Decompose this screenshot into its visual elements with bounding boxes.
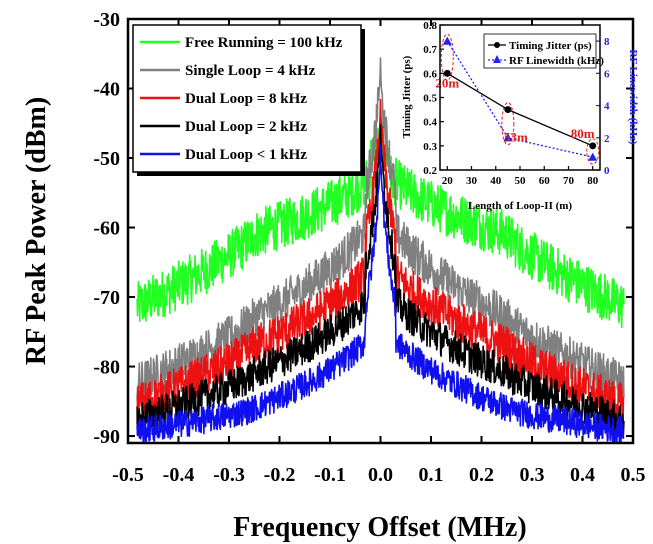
inset-y-tick-label: 0.6 xyxy=(423,68,437,80)
legend-label: Dual Loop = 2 kHz xyxy=(185,119,307,135)
main-chart: -0.5 -0.4 -0.3 -0.2 -0.1 0.0 0.1 0.2 0.3 0.4 0.5 -… xyxy=(21,9,646,543)
y-axis-ticks: -90 -80 -70 -60 -50 -40 -30 xyxy=(93,9,633,448)
inset-highlight-ellipse xyxy=(501,102,515,146)
x-tick-label: -0.3 xyxy=(213,464,245,486)
spectrum-line xyxy=(136,144,625,443)
inset-chart: 20 30 40 50 60 70 80 0.2 0.3 0.4 0.5 0.6 0.7 0.8 0 2 4 6 8… xyxy=(401,20,639,212)
y-axis-title: RF Peak Power (dBm) xyxy=(21,97,52,365)
inset-x-tick-label: 50 xyxy=(515,175,527,187)
inset-jitter-point xyxy=(443,69,451,77)
inset-jitter-point xyxy=(504,106,512,114)
spectrum-line xyxy=(136,57,625,402)
inset-y2-axis-title: RF Linewidth (kHz) xyxy=(627,50,639,145)
x-tick-label: -0.2 xyxy=(264,464,296,486)
x-tick-label: 0.4 xyxy=(570,464,595,486)
y-tick-label: -30 xyxy=(93,9,120,31)
inset-x-tick-label: 70 xyxy=(563,175,575,187)
inset-annotation: 20m xyxy=(435,75,459,90)
y-tick-label: -60 xyxy=(93,218,120,240)
inset-y2-tick-label: 4 xyxy=(604,101,610,113)
inset-x-tick-label: 20 xyxy=(442,175,454,187)
x-tick-label: -0.5 xyxy=(112,464,144,486)
inset-y2-tick-label: 0 xyxy=(604,165,610,177)
inset-x-tick-label: 80 xyxy=(587,175,599,187)
inset-legend-marker xyxy=(494,42,500,48)
inset-x-tick-label: 40 xyxy=(490,175,502,187)
legend-label: Dual Loop < 1 kHz xyxy=(185,147,307,163)
x-tick-label: 0.1 xyxy=(419,464,444,486)
x-tick-label: 0.3 xyxy=(520,464,545,486)
inset-jitter-point xyxy=(589,142,597,150)
inset-x-tick-label: 30 xyxy=(466,175,478,187)
inset-linewidth-point xyxy=(503,133,513,142)
inset-y2-tick-label: 6 xyxy=(604,68,610,80)
inset-legend-label: Timing Jitter (ps) xyxy=(509,40,592,52)
inset-annotation: 80m xyxy=(571,126,595,141)
inset-y-tick-label: 0.5 xyxy=(423,93,437,105)
inset-series-line xyxy=(446,40,593,158)
spectra-series-group xyxy=(136,57,625,443)
inset-x-axis-title: Length of Loop-II (m) xyxy=(468,200,573,212)
inset-y-tick-label: 0.2 xyxy=(423,165,437,177)
x-tick-label: 0.2 xyxy=(469,464,494,486)
inset-legend-marker xyxy=(493,55,501,63)
inset-linewidth-point xyxy=(442,36,452,45)
legend-label: Free Running = 100 kHz xyxy=(185,35,343,51)
y-tick-label: -40 xyxy=(93,79,120,101)
spectrum-line xyxy=(136,124,625,436)
y-tick-label: -90 xyxy=(93,426,120,448)
y-tick-label: -70 xyxy=(93,287,120,309)
x-tick-label: -0.4 xyxy=(163,464,195,486)
inset-y-tick-label: 0.7 xyxy=(423,44,437,56)
inset-legend-label: RF Linewidth (kHz) xyxy=(509,55,604,67)
inset-y-tick-label: 0.3 xyxy=(423,141,437,153)
inset-x-tick-label: 60 xyxy=(539,175,551,187)
legend: Free Running = 100 kHz Single Loop = 4 kH… xyxy=(132,24,365,176)
inset-legend-box xyxy=(483,33,597,69)
x-axis-title: Frequency Offset (MHz) xyxy=(233,512,526,543)
legend-label: Dual Loop = 8 kHz xyxy=(185,91,307,107)
inset-annotation: 53m xyxy=(504,130,528,145)
inset-highlight-ellipse xyxy=(440,33,454,81)
inset-highlight-ellipse xyxy=(586,138,600,165)
x-tick-label: 0.5 xyxy=(621,464,646,486)
inset-y-axis-title: Timing Jitter (ps) xyxy=(401,55,413,138)
spectrum-line xyxy=(136,98,625,426)
y-tick-label: -80 xyxy=(93,357,120,379)
inset-y2-tick-label: 8 xyxy=(604,36,610,48)
x-tick-label: -0.1 xyxy=(314,464,346,486)
x-tick-label: 0.0 xyxy=(368,464,393,486)
inset-y-tick-label: 0.4 xyxy=(423,117,437,129)
legend-label: Single Loop = 4 kHz xyxy=(185,63,316,79)
inset-y-tick-label: 0.8 xyxy=(423,20,437,32)
inset-y2-tick-label: 2 xyxy=(604,133,610,145)
inset-linewidth-point xyxy=(588,152,598,161)
y-tick-label: -50 xyxy=(93,148,120,170)
inset-plot-frame xyxy=(439,24,601,171)
inset-legend: Timing Jitter (ps) RF Linewidth (kHz) xyxy=(483,33,604,69)
